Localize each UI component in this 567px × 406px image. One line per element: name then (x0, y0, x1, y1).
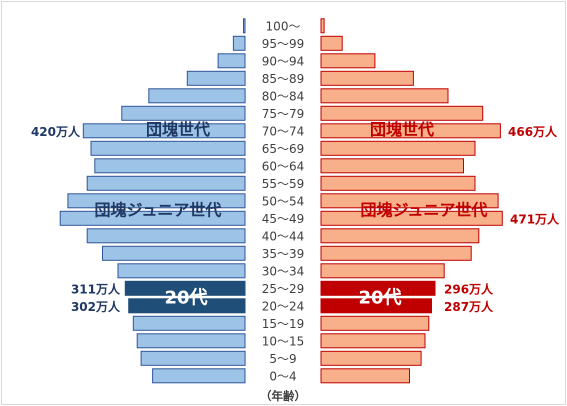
left-bar (136, 333, 246, 349)
value-right-20-24: 287万人 (444, 299, 494, 314)
age-label: 90～94 (262, 54, 305, 68)
age-label: 30～34 (262, 264, 305, 278)
age-label: 20～24 (262, 299, 305, 313)
age-label: 65～69 (262, 142, 305, 156)
value-right-25-29: 296万人 (444, 281, 494, 296)
left-bar (86, 228, 246, 244)
right-bar (320, 210, 503, 226)
value-left-25-29: 311万人 (71, 281, 121, 296)
right-bar (320, 315, 430, 331)
age-label: 50～54 (262, 194, 305, 208)
right-bar (320, 193, 499, 209)
age-label: 75～79 (262, 107, 305, 121)
left-bar (152, 368, 246, 384)
right-bar (320, 333, 426, 349)
left-bar (232, 35, 246, 51)
left-bar (102, 245, 246, 261)
right-bar (320, 228, 480, 244)
annotation-left-dankai: 団塊世代 (146, 120, 210, 139)
left-bar (82, 123, 246, 139)
left-bar (59, 210, 246, 226)
age-label: 25～29 (262, 282, 305, 296)
right-bar (320, 263, 445, 279)
left-bar (67, 193, 246, 209)
left-bar (186, 70, 246, 86)
value-right-45-49: 471万人 (510, 211, 560, 226)
right-bar (320, 123, 501, 139)
age-label: 95～99 (262, 37, 305, 51)
left-bar (94, 158, 246, 174)
value-left-20-24: 302万人 (71, 299, 121, 314)
right-bar (320, 140, 476, 156)
age-label: 0～4 (269, 369, 296, 383)
left-bar (217, 53, 246, 69)
value-right-70-74: 466万人 (508, 124, 558, 139)
annotation-right-dankai: 団塊世代 (370, 120, 434, 139)
right-bar (320, 368, 410, 384)
annotation-right-20s: 20代 (358, 288, 401, 309)
age-label: 55～59 (262, 177, 305, 191)
right-bar (320, 88, 449, 104)
age-label: 5～9 (269, 352, 296, 366)
right-bar (320, 35, 343, 51)
annotation-left-junior: 団塊ジュニア世代 (95, 201, 222, 220)
annotation-right-junior: 団塊ジュニア世代 (361, 201, 488, 220)
age-label: 100～ (266, 19, 301, 33)
age-label: 35～39 (262, 247, 305, 261)
annotation-left-20s: 20代 (164, 288, 207, 309)
right-bar (320, 280, 436, 296)
age-label: 85～89 (262, 72, 305, 86)
right-bar (320, 18, 325, 34)
age-label: 60～64 (262, 159, 305, 173)
left-bar (124, 280, 246, 296)
left-bar (132, 315, 246, 331)
left-bar (117, 263, 246, 279)
age-label: 15～19 (262, 317, 305, 331)
left-bar (148, 88, 246, 104)
value-left-70-74: 420万人 (31, 124, 81, 139)
right-bar (320, 158, 464, 174)
age-label: 80～84 (262, 89, 305, 103)
right-bar (320, 70, 414, 86)
right-bar (320, 298, 432, 314)
age-label: 70～74 (262, 124, 305, 138)
left-bar (86, 175, 246, 191)
right-bar (320, 350, 422, 366)
age-label: 10～15 (262, 334, 305, 348)
axis-label: （年齢） (260, 389, 306, 403)
right-bar (320, 53, 376, 69)
age-label: 40～44 (262, 229, 305, 243)
right-bar (320, 175, 476, 191)
left-bar (90, 140, 246, 156)
age-label: 45～49 (262, 212, 305, 226)
left-bar (243, 18, 246, 34)
right-bar (320, 105, 484, 121)
left-bar (121, 105, 246, 121)
left-bar (128, 298, 246, 314)
left-bar (140, 350, 246, 366)
right-bar (320, 245, 472, 261)
